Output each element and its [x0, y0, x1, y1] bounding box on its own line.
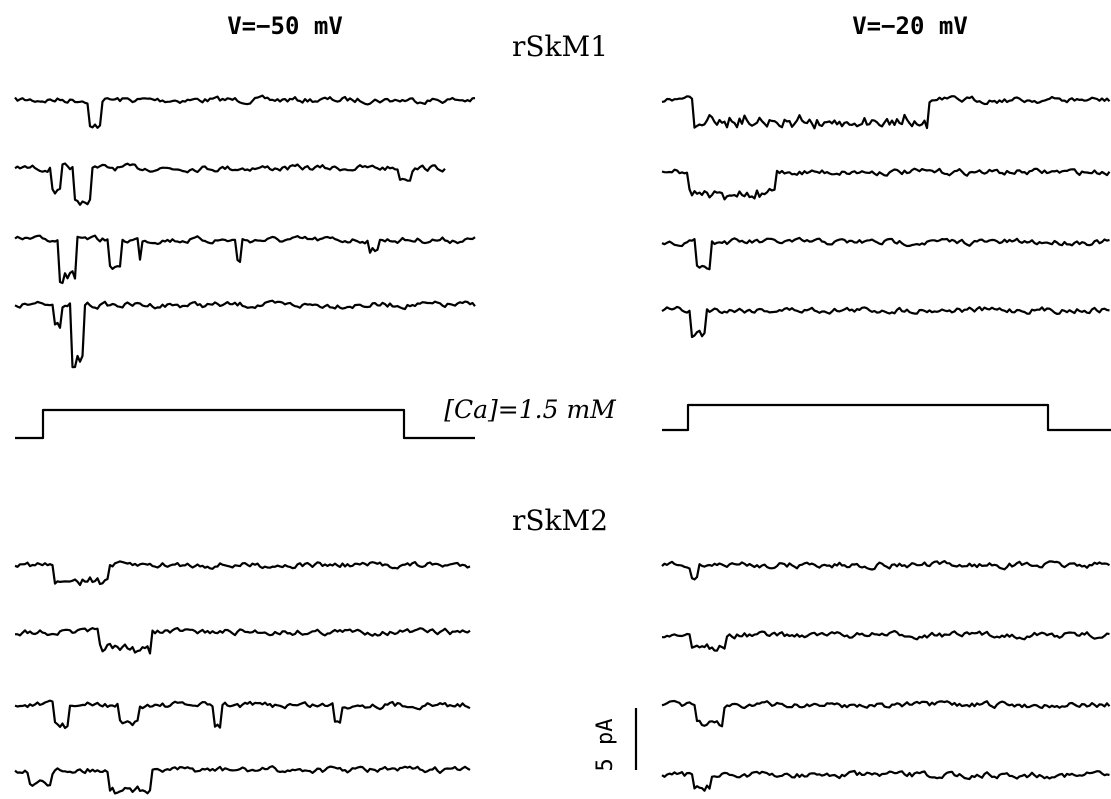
- left-voltage-label: V=−50 mV: [227, 12, 343, 40]
- current-trace: [14, 560, 471, 587]
- current-trace: [661, 95, 1111, 130]
- current-trace: [14, 299, 476, 369]
- pulse-right: [662, 403, 1111, 432]
- current-trace: [661, 236, 1110, 271]
- current-trace: [661, 305, 1110, 339]
- bottom-title: rSkM2: [512, 504, 608, 537]
- pulse-left: [15, 408, 475, 440]
- current-trace: [661, 699, 1111, 728]
- current-trace: [14, 234, 476, 285]
- traces: [14, 94, 1111, 795]
- current-trace: [661, 167, 1111, 201]
- pulse-label: [Ca]=1.5 mM: [444, 395, 617, 424]
- current-trace: [14, 94, 476, 129]
- right-voltage-label: V=−20 mV: [852, 12, 968, 40]
- scale-label: 5 pA: [593, 719, 618, 772]
- current-trace: [14, 162, 446, 206]
- current-trace: [14, 627, 471, 655]
- current-trace: [14, 765, 471, 795]
- current-trace: [662, 629, 1110, 652]
- current-trace: [661, 560, 1111, 581]
- top-title: rSkM1: [512, 30, 608, 63]
- current-trace: [661, 769, 1110, 792]
- current-trace: [14, 699, 471, 730]
